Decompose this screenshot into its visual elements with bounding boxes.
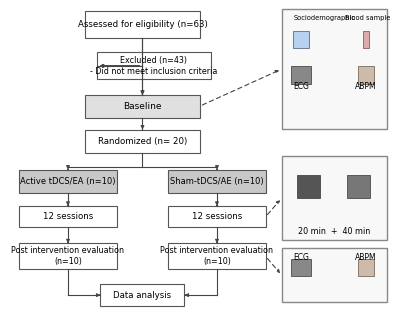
Bar xyxy=(97,52,211,79)
Bar xyxy=(100,284,184,306)
Bar xyxy=(282,156,387,240)
Text: ECG: ECG xyxy=(293,82,309,91)
Bar xyxy=(19,206,117,227)
Bar xyxy=(85,95,200,118)
Bar xyxy=(292,259,310,276)
Bar xyxy=(168,206,266,227)
Text: Sociodemographic: Sociodemographic xyxy=(293,15,355,21)
Bar xyxy=(19,170,117,193)
Text: Sham-tDCS/AE (n=10): Sham-tDCS/AE (n=10) xyxy=(170,177,264,186)
Bar xyxy=(293,31,309,48)
Text: 12 sessions: 12 sessions xyxy=(43,212,93,221)
Bar xyxy=(168,170,266,193)
Bar xyxy=(347,175,370,197)
Bar xyxy=(358,66,374,84)
Bar xyxy=(85,11,200,38)
Bar xyxy=(19,243,117,269)
Text: Data analysis: Data analysis xyxy=(114,291,172,300)
Text: 20 min  +  40 min: 20 min + 40 min xyxy=(298,227,371,236)
Text: Post intervention evaluation
(n=10): Post intervention evaluation (n=10) xyxy=(12,246,124,266)
Text: ECG: ECG xyxy=(293,253,309,262)
Text: Baseline: Baseline xyxy=(123,102,162,111)
Text: Post intervention evaluation
(n=10): Post intervention evaluation (n=10) xyxy=(160,246,274,266)
Text: Active tDCS/EA (n=10): Active tDCS/EA (n=10) xyxy=(20,177,116,186)
Bar xyxy=(168,243,266,269)
Bar xyxy=(362,31,369,48)
Bar xyxy=(297,175,320,197)
Text: ABPM: ABPM xyxy=(355,253,377,262)
Text: Blood sample: Blood sample xyxy=(345,15,390,21)
Bar xyxy=(358,259,374,276)
Bar xyxy=(292,66,310,84)
Bar xyxy=(282,9,387,129)
Bar xyxy=(85,130,200,152)
Text: Excluded (n=43)
- Did not meet inclusion criteria: Excluded (n=43) - Did not meet inclusion… xyxy=(90,56,218,76)
Bar xyxy=(282,249,387,302)
Text: Randomized (n= 20): Randomized (n= 20) xyxy=(98,137,187,145)
Text: Assessed for eligibility (n=63): Assessed for eligibility (n=63) xyxy=(78,20,207,29)
Text: 12 sessions: 12 sessions xyxy=(192,212,242,221)
Text: ABPM: ABPM xyxy=(355,82,377,91)
